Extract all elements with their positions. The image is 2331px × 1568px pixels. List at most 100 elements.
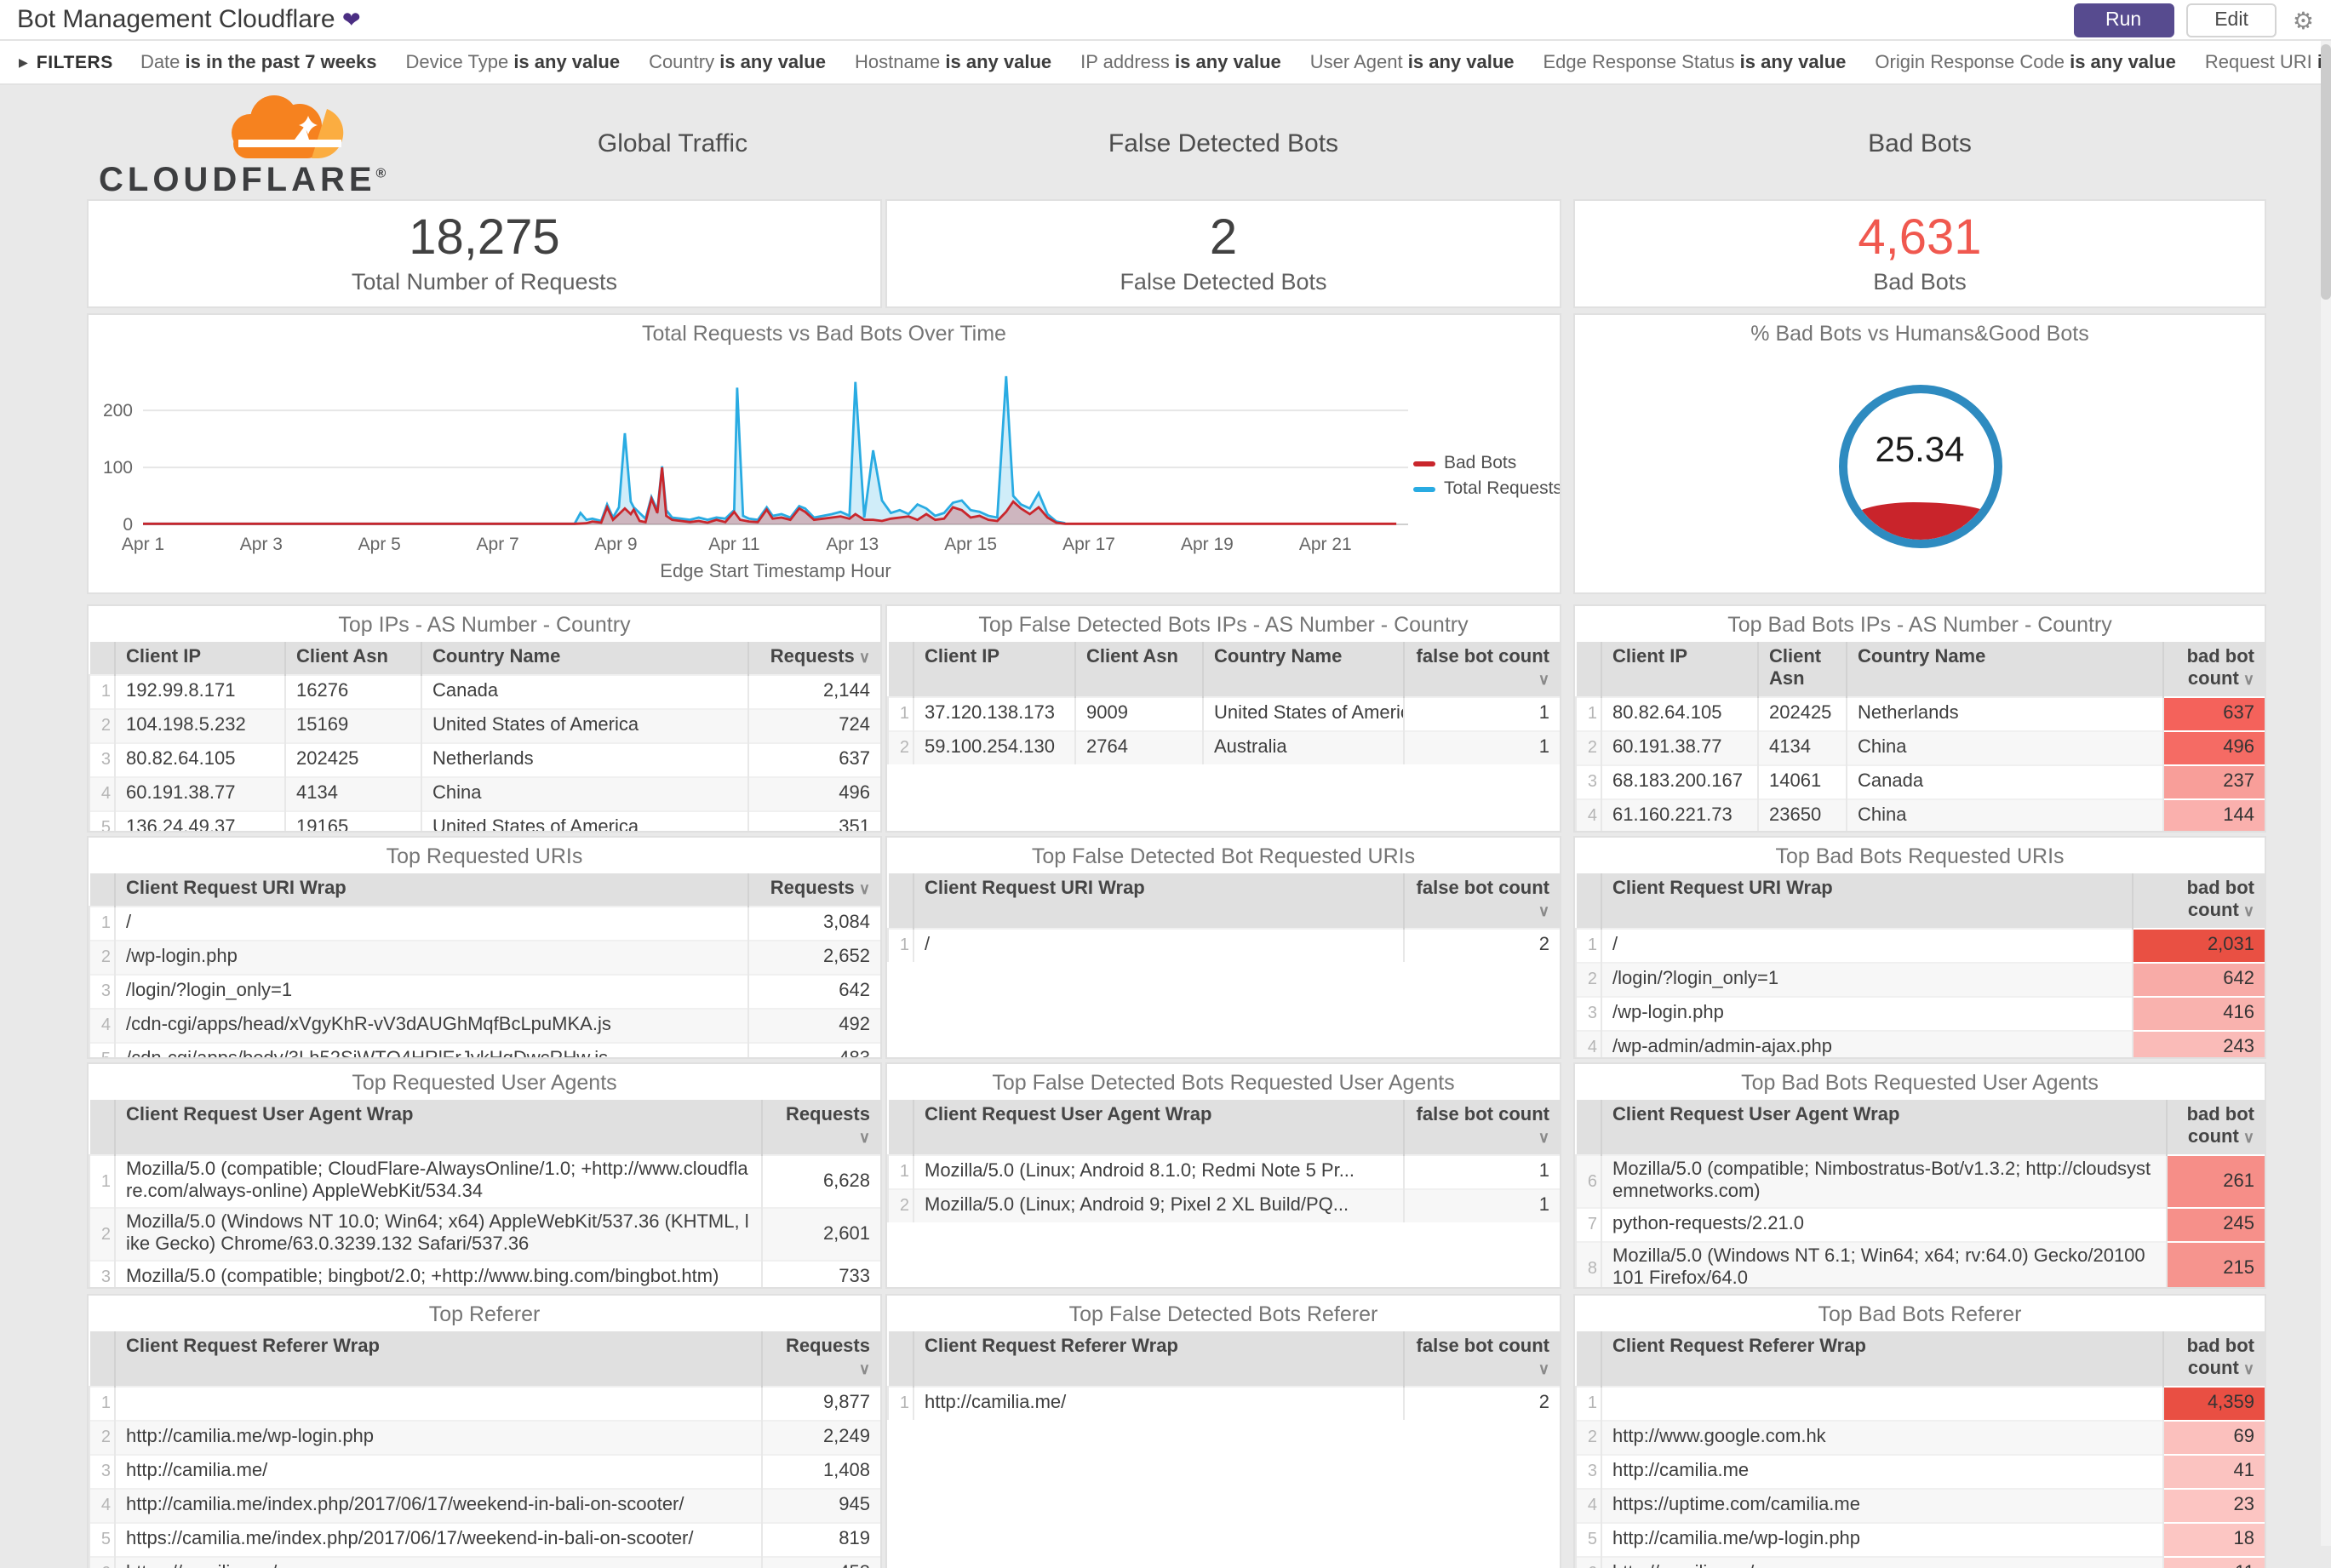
table-cell: United States of America <box>1202 696 1403 731</box>
column-header[interactable]: Client IP <box>114 642 285 675</box>
kpi-value: 4,631 <box>1858 211 1982 266</box>
filter-user-agent[interactable]: User Agent is any value <box>1309 52 1515 72</box>
column-header[interactable]: Client Asn <box>1074 642 1203 697</box>
column-header[interactable]: Client Request Referer Wrap <box>913 1331 1403 1387</box>
row-number: 4 <box>89 1488 115 1523</box>
page-scrollbar[interactable] <box>2321 41 2331 1546</box>
data-table: Client IP Client Asn Country Name Requests … <box>89 642 880 831</box>
filters-label[interactable]: FILTERS <box>36 52 113 72</box>
table-cell: 637 <box>747 742 880 777</box>
column-header[interactable]: bad bot count ∨ <box>2162 1331 2265 1387</box>
filter-edge-response-status[interactable]: Edge Response Status is any value <box>1543 52 1847 72</box>
dashboard-content: CLOUDFLARE® Global Traffic False Detecte… <box>0 85 2331 1568</box>
column-header[interactable]: Client IP <box>1601 642 1758 697</box>
section-title-bad-bots: Bad Bots <box>1868 129 1972 158</box>
row-number: 1 <box>887 696 914 731</box>
column-header[interactable]: bad bot count ∨ <box>2131 873 2265 929</box>
cloudflare-logo: CLOUDFLARE® <box>99 87 386 197</box>
svg-text:Apr 13: Apr 13 <box>826 535 879 554</box>
table-cell: http://camilia.me/ <box>114 1454 761 1489</box>
column-header[interactable]: Client Asn <box>284 642 421 675</box>
gear-icon[interactable]: ⚙ <box>2292 6 2314 33</box>
column-header[interactable]: Client Request URI Wrap <box>114 873 747 907</box>
svg-text:Apr 11: Apr 11 <box>708 535 759 554</box>
filter-hostname[interactable]: Hostname is any value <box>854 52 1052 72</box>
filter-country[interactable]: Country is any value <box>649 52 826 72</box>
column-header[interactable]: Client Request Referer Wrap <box>1601 1331 2162 1387</box>
row-number: 5 <box>89 810 115 831</box>
table-host: Client Request URI Wrap false bot count ∨… <box>887 873 1560 1057</box>
table-cell: https://camilia.me/ <box>114 1556 761 1568</box>
filter-date[interactable]: Date is in the past 7 weeks <box>140 52 377 72</box>
column-header[interactable]: Country Name <box>421 642 747 675</box>
column-header[interactable]: false bot count ∨ <box>1402 873 1560 929</box>
table-cell: 104.198.5.232 <box>114 708 285 743</box>
filters-expand-icon[interactable]: ▶ <box>19 57 28 69</box>
column-header[interactable]: Client Request User Agent Wrap <box>913 1100 1403 1155</box>
tile-top-user-agents: Top Requested User Agents Client Request… <box>89 1064 880 1287</box>
column-header[interactable]: Client Request User Agent Wrap <box>1601 1100 2166 1155</box>
table-cell: /login/?login_only=1 <box>114 974 747 1009</box>
tile-top-referer: Top Referer Client Request Referer Wrap R… <box>89 1296 880 1568</box>
table-row: 3/login/?login_only=1 642 <box>89 974 880 1009</box>
table-row: 2 Mozilla/5.0 (Windows NT 10.0; Win64; x6… <box>89 1207 880 1261</box>
table-host: Client IP Client Asn Country Name bad bot c… <box>1575 642 2265 831</box>
gauge-value: 25.34 <box>1875 431 1965 471</box>
filter-request-uri[interactable]: Request URI is any value <box>2204 52 2331 72</box>
column-header[interactable]: Client IP <box>913 642 1075 697</box>
timeseries-tile: Total Requests vs Bad Bots Over Time 0 10… <box>89 315 1560 592</box>
column-header[interactable]: Client Request URI Wrap <box>1601 873 2132 929</box>
filter-device-type[interactable]: Device Type is any value <box>405 52 621 72</box>
row-number: 6 <box>89 1556 115 1568</box>
filter-list: Date is in the past 7 weeks Device Type i… <box>140 52 2331 72</box>
column-header[interactable]: Requests ∨ <box>760 1100 880 1155</box>
row-number: 3 <box>89 1260 115 1287</box>
column-header[interactable]: bad bot count ∨ <box>2162 642 2265 697</box>
table-row: 4 http://camilia.me/index.php/2017/06/17/… <box>89 1488 880 1523</box>
column-header[interactable]: Country Name <box>1846 642 2162 697</box>
table-cell: 41 <box>2162 1454 2265 1489</box>
column-header[interactable]: Country Name <box>1202 642 1403 697</box>
top-bar-actions: Run Edit ⚙ <box>2073 3 2314 37</box>
table-row: 1 80.82.64.105 202425 Netherlands 637 <box>1575 696 2265 731</box>
tile-false-bots-referer: Top False Detected Bots Referer Client R… <box>887 1296 1560 1568</box>
column-header[interactable]: Client Request Referer Wrap <box>114 1331 761 1387</box>
tile-false-bots-user-agents: Top False Detected Bots Requested User A… <box>887 1064 1560 1287</box>
column-header[interactable]: Client Request User Agent Wrap <box>114 1100 761 1155</box>
table-row: 3 80.82.64.105 202425 Netherlands 637 <box>89 742 880 777</box>
table-cell: Mozilla/5.0 (compatible; Nimbostratus-Bo… <box>1601 1154 2166 1208</box>
table-row: 4/wp-admin/admin-ajax.php 243 <box>1575 1030 2265 1057</box>
tile-bad-bots-referer: Top Bad Bots Referer Client Request Refe… <box>1575 1296 2265 1568</box>
timeseries-chart[interactable]: 0 100 200 Apr 1 Apr 3 Apr 5 Apr 7 Apr 9 Apr 11 Ap… <box>89 342 1420 587</box>
column-header[interactable]: false bot count ∨ <box>1402 1100 1560 1155</box>
tile-title: Top False Detected Bots IPs - AS Number … <box>978 613 1469 637</box>
row-number: 1 <box>1575 696 1601 731</box>
table-cell: 136.24.49.37 <box>114 810 285 831</box>
legend-swatch <box>1413 487 1435 492</box>
table-row: 1 37.120.138.173 9009 United States of Amer… <box>887 696 1560 731</box>
table-cell: China <box>421 776 747 811</box>
column-header[interactable]: Requests ∨ <box>747 873 880 907</box>
column-header[interactable]: false bot count ∨ <box>1402 1331 1560 1387</box>
run-button[interactable]: Run <box>2073 3 2174 37</box>
edit-button[interactable]: Edit <box>2185 3 2277 37</box>
row-number-header <box>1576 873 1601 929</box>
table-cell: 2,601 <box>760 1207 880 1261</box>
column-header[interactable]: bad bot count ∨ <box>2165 1100 2265 1155</box>
column-header[interactable]: Requests ∨ <box>747 642 880 675</box>
filter-origin-response-code[interactable]: Origin Response Code is any value <box>1875 52 2176 72</box>
column-header[interactable]: false bot count ∨ <box>1402 642 1560 697</box>
column-header[interactable]: Client Request URI Wrap <box>913 873 1403 929</box>
legend-item[interactable]: Bad Bots <box>1413 451 1553 477</box>
column-header[interactable]: Client Asn <box>1757 642 1847 697</box>
table-cell: http://camilia.me/ <box>1601 1556 2162 1568</box>
table-cell: 80.82.64.105 <box>114 742 285 777</box>
row-number-header <box>89 1100 115 1155</box>
column-header[interactable]: Requests ∨ <box>760 1331 880 1387</box>
scrollbar-thumb[interactable] <box>2321 44 2331 300</box>
table-cell: 68.183.200.167 <box>1601 764 1758 799</box>
series-bad-bots <box>143 466 1397 525</box>
filter-ip-address[interactable]: IP address is any value <box>1080 52 1281 72</box>
legend-item[interactable]: Total Requests <box>1413 477 1560 502</box>
table-cell: python-requests/2.21.0 <box>1601 1207 2166 1242</box>
